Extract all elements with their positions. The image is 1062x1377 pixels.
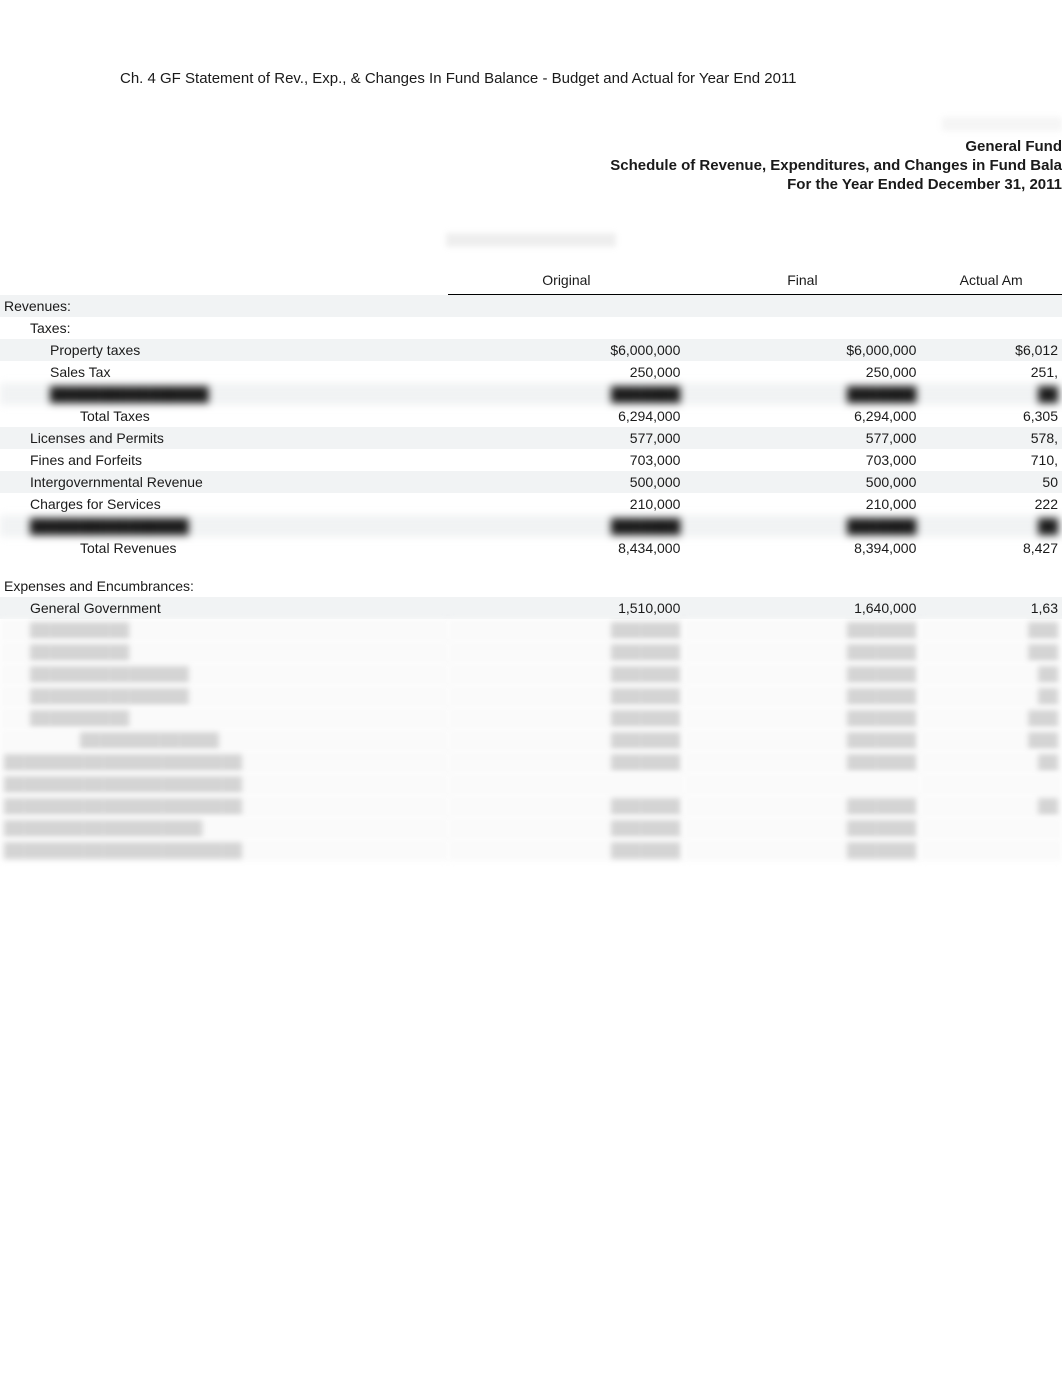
cell-value: 8,427 — [920, 537, 1062, 559]
cell-value: 8,394,000 — [684, 537, 920, 559]
table-row-blurred: ███████████████████████████ — [0, 707, 1062, 729]
financial-statement-table: Original Final Actual Am Revenues: Taxes… — [0, 266, 1062, 861]
table-row-blurred: ████████████████ ███████ ███████ ██ — [0, 515, 1062, 537]
cell-value: 1,510,000 — [448, 597, 684, 619]
cell-value: 6,294,000 — [448, 405, 684, 427]
cell-value: 703,000 — [684, 449, 920, 471]
table-row-blurred: ████████████████████████████████████████ — [0, 795, 1062, 817]
table-row-blurred: ████████████████████████████████████████ — [0, 751, 1062, 773]
table-row-blurred: ██████████████████████████████████████ — [0, 839, 1062, 861]
row-label: Intergovernmental Revenue — [0, 471, 448, 493]
cell-value: 251, — [920, 361, 1062, 383]
table-row-blurred: ████████████████████████████████ — [0, 663, 1062, 685]
row-label: Licenses and Permits — [0, 427, 448, 449]
cell-value: 210,000 — [448, 493, 684, 515]
row-label: Fines and Forfeits — [0, 449, 448, 471]
cell-value: 250,000 — [684, 361, 920, 383]
cell-value: 210,000 — [684, 493, 920, 515]
row-label: Total Taxes — [0, 405, 448, 427]
cell-value: 6,305 — [920, 405, 1062, 427]
taxes-section-label: Taxes: — [0, 317, 448, 339]
statement-header: General Fund Schedule of Revenue, Expend… — [0, 117, 1062, 193]
expenses-section-label: Expenses and Encumbrances: — [0, 575, 448, 597]
table-row-blurred: ████████████████████████ — [0, 773, 1062, 795]
table-row: General Government 1,510,000 1,640,000 1… — [0, 597, 1062, 619]
table-row: Licenses and Permits 577,000 577,000 578… — [0, 427, 1062, 449]
cell-value: 500,000 — [448, 471, 684, 493]
cell-value: 577,000 — [448, 427, 684, 449]
table-row-blurred: ████████████████ ███████ ███████ ██ — [0, 383, 1062, 405]
statement-subtitle-1: Schedule of Revenue, Expenditures, and C… — [0, 157, 1062, 174]
blurred-column-group-label — [0, 233, 1062, 250]
cell-value: 50 — [920, 471, 1062, 493]
blurred-entity-name — [942, 117, 1062, 131]
table-row-blurred: ███████████████████████████ — [0, 641, 1062, 663]
cell-value: 710, — [920, 449, 1062, 471]
cell-value: 577,000 — [684, 427, 920, 449]
cell-value: 578, — [920, 427, 1062, 449]
row-label: Sales Tax — [0, 361, 448, 383]
table-row-blurred: ████████████████████████████████ — [0, 685, 1062, 707]
table-row: Property taxes $6,000,000 $6,000,000 $6,… — [0, 339, 1062, 361]
statement-subtitle-2: For the Year Ended December 31, 2011 — [0, 176, 1062, 193]
cell-value: 250,000 — [448, 361, 684, 383]
table-row: Total Revenues 8,434,000 8,394,000 8,427 — [0, 537, 1062, 559]
spacer-row — [0, 559, 1062, 575]
cell-value: 500,000 — [684, 471, 920, 493]
page-title: Ch. 4 GF Statement of Rev., Exp., & Chan… — [120, 70, 1062, 87]
table-row-blurred: ███████████████████████████ — [0, 619, 1062, 641]
fund-name: General Fund — [0, 138, 1062, 155]
col-header-actual: Actual Am — [920, 266, 1062, 295]
revenues-section-label: Revenues: — [0, 295, 448, 317]
table-row-blurred: ███████████████████████████████ — [0, 729, 1062, 751]
table-row: Intergovernmental Revenue 500,000 500,00… — [0, 471, 1062, 493]
row-label: Property taxes — [0, 339, 448, 361]
cell-value: $6,000,000 — [684, 339, 920, 361]
col-header-final: Final — [684, 266, 920, 295]
table-row: Fines and Forfeits 703,000 703,000 710, — [0, 449, 1062, 471]
row-label: Total Revenues — [0, 537, 448, 559]
table-row: Expenses and Encumbrances: — [0, 575, 1062, 597]
row-label: General Government — [0, 597, 448, 619]
table-header-row: Original Final Actual Am — [0, 266, 1062, 295]
cell-value: 703,000 — [448, 449, 684, 471]
cell-value: 1,640,000 — [684, 597, 920, 619]
table-row-blurred: ██████████████████████████████████ — [0, 817, 1062, 839]
table-row: Revenues: — [0, 295, 1062, 317]
cell-value: 6,294,000 — [684, 405, 920, 427]
cell-value: 222 — [920, 493, 1062, 515]
table-row: Sales Tax 250,000 250,000 251, — [0, 361, 1062, 383]
row-label: Charges for Services — [0, 493, 448, 515]
cell-value: 8,434,000 — [448, 537, 684, 559]
cell-value: 1,63 — [920, 597, 1062, 619]
cell-value: $6,012 — [920, 339, 1062, 361]
table-row: Charges for Services 210,000 210,000 222 — [0, 493, 1062, 515]
table-row: Taxes: — [0, 317, 1062, 339]
table-row: Total Taxes 6,294,000 6,294,000 6,305 — [0, 405, 1062, 427]
col-header-original: Original — [448, 266, 684, 295]
cell-value: $6,000,000 — [448, 339, 684, 361]
